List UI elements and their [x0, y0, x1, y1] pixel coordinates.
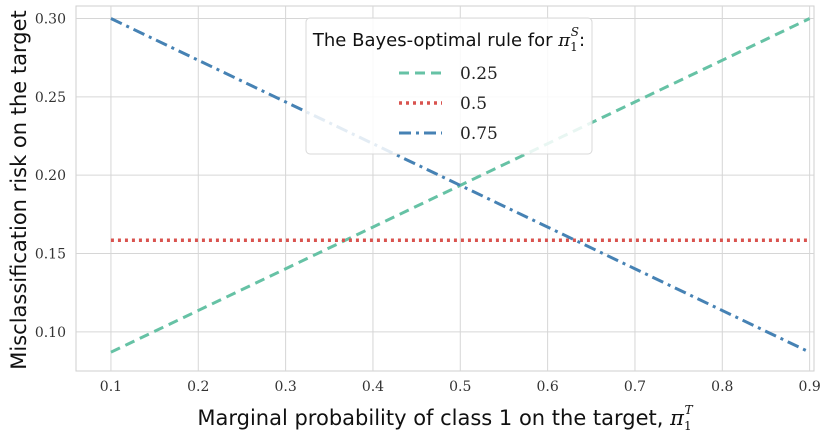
- x-tick-label: 0.7: [624, 379, 646, 395]
- x-tick-label: 0.5: [449, 379, 471, 395]
- tick-labels: 0.1 0.2 0.3 0.4 0.5 0.6 0.7 0.8 0.9 0.10 0.15 0.20 0…: [35, 12, 821, 395]
- legend-entries: 0.25 0.5 0.75: [399, 64, 498, 144]
- y-tick-label: 0.15: [35, 247, 66, 263]
- legend-box: [305, 17, 593, 155]
- x-tick-label: 0.3: [274, 379, 296, 395]
- y-tick-label: 0.20: [35, 168, 66, 184]
- series-layer: [110, 17, 811, 354]
- x-axis-label: Marginal probability of class 1 on the t…: [197, 403, 693, 433]
- legend-label: 0.75: [460, 124, 498, 144]
- x-tick-label: 0.9: [799, 379, 821, 395]
- legend-title: The Bayes-optimal rule for π1S:: [312, 25, 585, 54]
- x-tick-label: 0.2: [187, 379, 209, 395]
- y-axis-label: Misclassification risk on the target: [7, 10, 31, 369]
- y-tick-label: 0.25: [35, 90, 66, 106]
- series-line-0.75: [110, 17, 811, 354]
- legend: The Bayes-optimal rule for π1S: 0.250.50…: [305, 17, 593, 155]
- x-tick-label: 0.8: [711, 379, 733, 395]
- grid: [76, 6, 814, 371]
- series-line-0.25: [110, 17, 811, 354]
- y-tick-label: 0.10: [35, 325, 66, 341]
- x-tick-label: 0.6: [536, 379, 558, 395]
- legend-label: 0.25: [460, 64, 498, 84]
- x-tick-label: 0.1: [100, 379, 122, 395]
- legend-label: 0.5: [460, 94, 487, 114]
- x-tick-label: 0.4: [362, 379, 384, 395]
- y-tick-label: 0.30: [35, 12, 66, 28]
